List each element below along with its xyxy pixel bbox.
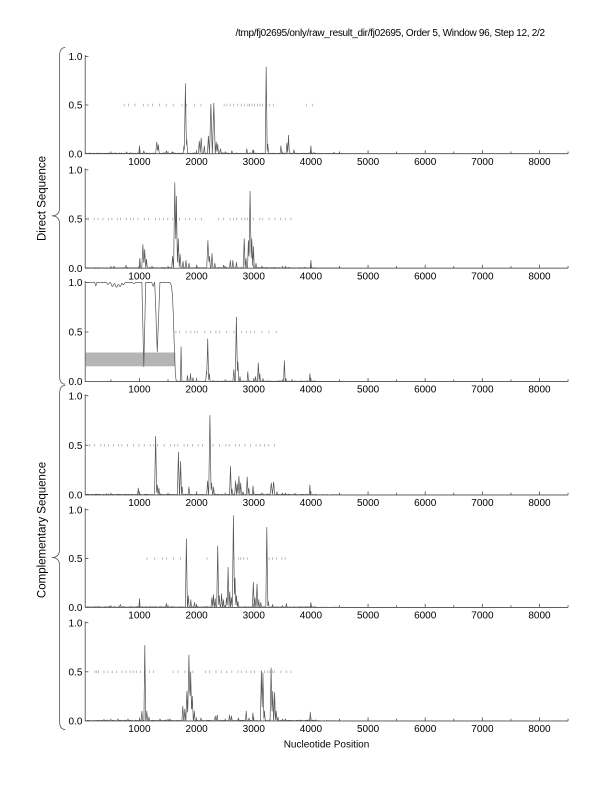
svg-text:7000: 7000 — [471, 385, 494, 396]
svg-text:Nucleotide Position: Nucleotide Position — [284, 740, 370, 751]
svg-text:7000: 7000 — [471, 498, 494, 509]
svg-text:4000: 4000 — [300, 724, 323, 735]
svg-text:5000: 5000 — [357, 498, 380, 509]
svg-text:1000: 1000 — [128, 271, 151, 282]
svg-text:2000: 2000 — [185, 611, 208, 622]
svg-text:0.5: 0.5 — [68, 328, 82, 339]
svg-text:8000: 8000 — [528, 611, 551, 622]
svg-text:2000: 2000 — [185, 385, 208, 396]
svg-text:0.5: 0.5 — [68, 215, 82, 226]
svg-text:3000: 3000 — [243, 611, 266, 622]
svg-text:2000: 2000 — [185, 157, 208, 168]
svg-text:0.0: 0.0 — [68, 264, 82, 275]
svg-text:1.0: 1.0 — [68, 278, 82, 289]
svg-text:1.0: 1.0 — [68, 52, 82, 63]
svg-text:0.5: 0.5 — [68, 667, 82, 678]
svg-text:5000: 5000 — [357, 157, 380, 168]
svg-text:0.0: 0.0 — [68, 603, 82, 614]
svg-text:1.0: 1.0 — [68, 391, 82, 402]
svg-text:0.5: 0.5 — [68, 554, 82, 565]
svg-text:0.5: 0.5 — [68, 101, 82, 112]
svg-text:6000: 6000 — [414, 385, 437, 396]
svg-text:4000: 4000 — [300, 498, 323, 509]
svg-text:0.0: 0.0 — [68, 377, 82, 388]
svg-text:8000: 8000 — [528, 385, 551, 396]
svg-text:3000: 3000 — [243, 157, 266, 168]
svg-text:6000: 6000 — [414, 498, 437, 509]
svg-text:6000: 6000 — [414, 724, 437, 735]
svg-text:2000: 2000 — [185, 271, 208, 282]
svg-text:0.0: 0.0 — [68, 717, 82, 728]
svg-text:1.0: 1.0 — [68, 505, 82, 516]
svg-text:1000: 1000 — [128, 157, 151, 168]
svg-text:4000: 4000 — [300, 611, 323, 622]
svg-text:5000: 5000 — [357, 271, 380, 282]
svg-text:Complementary Sequence: Complementary Sequence — [36, 462, 48, 598]
svg-text:6000: 6000 — [414, 271, 437, 282]
svg-text:3000: 3000 — [243, 498, 266, 509]
svg-text:3000: 3000 — [243, 724, 266, 735]
svg-text:5000: 5000 — [357, 385, 380, 396]
svg-text:8000: 8000 — [528, 724, 551, 735]
svg-text:2000: 2000 — [185, 498, 208, 509]
svg-text:Direct Sequence: Direct Sequence — [36, 156, 48, 241]
svg-text:4000: 4000 — [300, 385, 323, 396]
svg-text:4000: 4000 — [300, 157, 323, 168]
svg-text:3000: 3000 — [243, 271, 266, 282]
svg-text:8000: 8000 — [528, 271, 551, 282]
svg-text:0.5: 0.5 — [68, 441, 82, 452]
svg-text:3000: 3000 — [243, 385, 266, 396]
svg-text:0.0: 0.0 — [68, 149, 82, 160]
svg-text:7000: 7000 — [471, 157, 494, 168]
svg-text:1000: 1000 — [128, 385, 151, 396]
svg-text:1000: 1000 — [128, 724, 151, 735]
svg-text:5000: 5000 — [357, 724, 380, 735]
svg-text:1.0: 1.0 — [68, 165, 82, 176]
svg-text:7000: 7000 — [471, 271, 494, 282]
svg-text:6000: 6000 — [414, 611, 437, 622]
svg-text:0.0: 0.0 — [68, 491, 82, 502]
svg-text:1000: 1000 — [128, 611, 151, 622]
svg-text:8000: 8000 — [528, 157, 551, 168]
svg-text:2000: 2000 — [185, 724, 208, 735]
svg-text:1000: 1000 — [128, 498, 151, 509]
svg-text:4000: 4000 — [300, 271, 323, 282]
svg-text:7000: 7000 — [471, 611, 494, 622]
svg-text:6000: 6000 — [414, 157, 437, 168]
svg-text:/tmp/fj02695/only/raw_result_d: /tmp/fj02695/only/raw_result_dir/fj02695… — [236, 28, 546, 39]
svg-text:1.0: 1.0 — [68, 618, 82, 629]
svg-text:5000: 5000 — [357, 611, 380, 622]
svg-text:7000: 7000 — [471, 724, 494, 735]
svg-text:8000: 8000 — [528, 498, 551, 509]
